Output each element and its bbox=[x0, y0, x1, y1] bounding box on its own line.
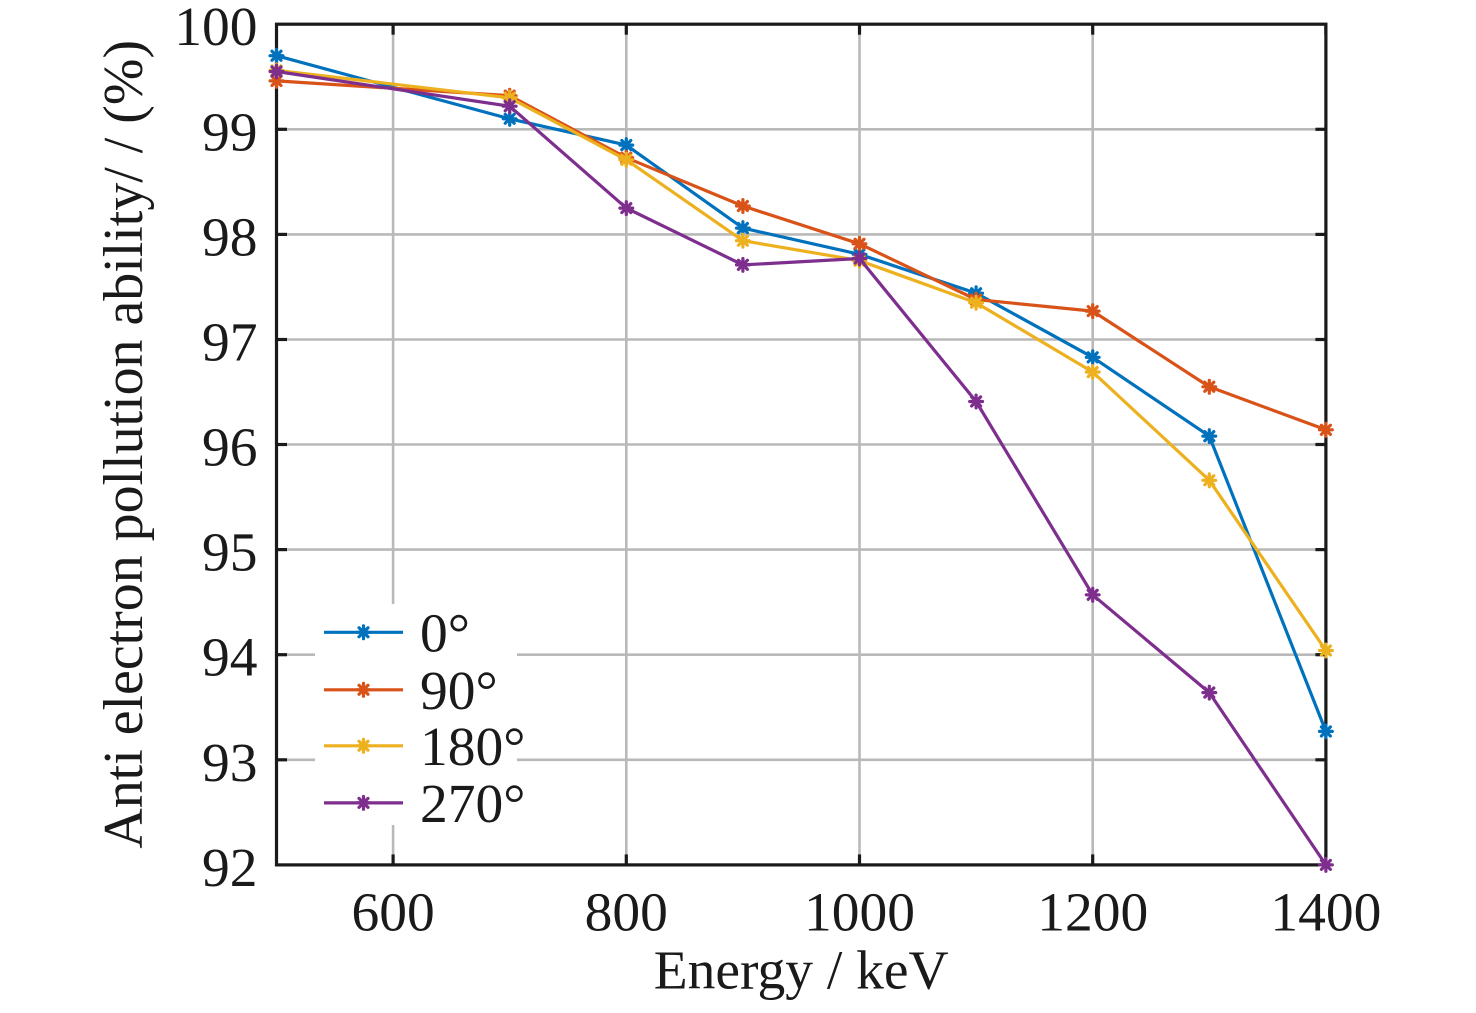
svg-text:800: 800 bbox=[585, 883, 668, 944]
svg-text:98: 98 bbox=[202, 207, 258, 268]
svg-text:1400: 1400 bbox=[1270, 883, 1381, 944]
svg-text:93: 93 bbox=[202, 733, 258, 794]
svg-text:92: 92 bbox=[202, 838, 258, 899]
svg-text:Anti electron pollution abilit: Anti electron pollution ability/ / (%) bbox=[93, 40, 155, 849]
svg-text:Energy / keV: Energy / keV bbox=[654, 941, 949, 1002]
svg-text:1200: 1200 bbox=[1037, 883, 1148, 944]
svg-text:99: 99 bbox=[202, 102, 258, 163]
svg-text:100: 100 bbox=[174, 0, 257, 58]
svg-text:90°: 90° bbox=[420, 661, 498, 722]
svg-text:97: 97 bbox=[202, 313, 258, 374]
svg-text:600: 600 bbox=[351, 883, 434, 944]
svg-text:95: 95 bbox=[202, 523, 258, 584]
svg-text:180°: 180° bbox=[420, 717, 525, 778]
svg-text:1000: 1000 bbox=[804, 883, 915, 944]
svg-text:270°: 270° bbox=[420, 774, 525, 835]
svg-text:96: 96 bbox=[202, 418, 258, 479]
svg-text:94: 94 bbox=[202, 628, 258, 689]
svg-text:0°: 0° bbox=[420, 603, 470, 664]
